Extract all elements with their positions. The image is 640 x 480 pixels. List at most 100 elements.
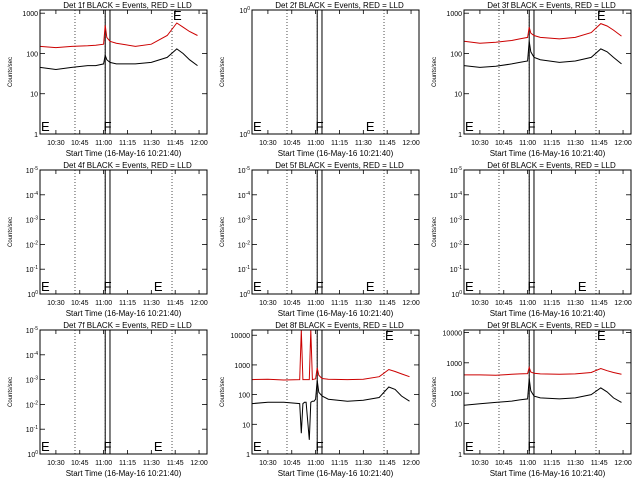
y-tick-label: 1 xyxy=(458,452,462,459)
series-line-events xyxy=(464,41,622,68)
y-tick-label: 100 xyxy=(450,51,462,58)
y-tick-label: 100 xyxy=(26,51,38,58)
x-tick-label: 10:45 xyxy=(495,300,513,307)
x-tick-label: 11:45 xyxy=(167,140,184,147)
y-tick-label: 1000 xyxy=(22,11,38,18)
chart-panel-9: Det 9f BLACK = Events, RED = LLD Counts/s… xyxy=(432,321,632,478)
series-line-lld xyxy=(464,365,622,376)
e-marker-label: E xyxy=(465,439,474,454)
y-tick-label: 10 xyxy=(454,422,462,429)
x-tick-label: 11:30 xyxy=(355,460,372,467)
y-tick-label: 100 xyxy=(239,6,250,15)
y-axis-label: Counts/sec xyxy=(220,217,226,247)
y-tick-label: 10-2 xyxy=(450,240,462,249)
y-tick-label: 100 xyxy=(27,290,38,299)
e-marker-label: E xyxy=(597,8,606,23)
x-tick-label: 12:00 xyxy=(402,460,420,467)
x-tick-label: 11:45 xyxy=(591,300,608,307)
x-tick-label: 10:45 xyxy=(495,140,513,147)
e-marker-label: E xyxy=(41,279,50,294)
flare-marker-label: F xyxy=(104,279,112,294)
x-tick-label: 10:30 xyxy=(259,460,277,467)
x-tick-label: 11:45 xyxy=(591,460,608,467)
flare-marker-label: F xyxy=(316,119,324,134)
x-tick-label: 11:00 xyxy=(307,140,324,147)
y-axis-label: Counts/sec xyxy=(432,217,438,247)
y-axis-label: Counts/sec xyxy=(432,377,438,407)
y-tick-label: 10-3 xyxy=(26,376,38,385)
panel-title: Det 2f BLACK = Events, RED = LLD xyxy=(275,1,404,10)
plot-frame xyxy=(463,9,632,135)
x-tick-label: 10:45 xyxy=(495,460,513,467)
y-tick-label: 1 xyxy=(458,132,462,139)
x-tick-label: 11:00 xyxy=(519,140,536,147)
x-tick-label: 11:30 xyxy=(567,300,584,307)
plot-frame xyxy=(463,329,632,455)
y-tick-label: 10-2 xyxy=(26,400,38,409)
y-tick-label: 10-3 xyxy=(26,216,38,225)
y-tick-label: 10-3 xyxy=(450,216,462,225)
y-tick-label: 10000 xyxy=(231,333,251,340)
flare-marker-label: F xyxy=(528,119,536,134)
series-line-events xyxy=(464,378,622,406)
y-axis-label: Counts/sec xyxy=(8,57,14,87)
flare-marker-label: F xyxy=(528,279,536,294)
y-tick-label: 10-4 xyxy=(26,351,38,360)
chart-panel-6: Det 6f BLACK = Events, RED = LLD Counts/s… xyxy=(432,161,632,318)
x-tick-label: 12:00 xyxy=(614,460,632,467)
chart-panel-7: Det 7f BLACK = Events, RED = LLD Counts/s… xyxy=(8,321,208,478)
x-tick-label: 11:15 xyxy=(331,140,348,147)
y-tick-label: 100 xyxy=(239,290,250,299)
y-tick-label: 10-1 xyxy=(26,425,38,434)
plot-frame xyxy=(251,9,420,135)
panel-title: Det 9f BLACK = Events, RED = LLD xyxy=(487,321,616,330)
x-tick-label: 11:15 xyxy=(119,140,136,147)
x-tick-label: 11:15 xyxy=(543,460,560,467)
y-tick-label: 100 xyxy=(238,393,250,400)
y-tick-label: 100 xyxy=(451,290,462,299)
y-tick-label: 10-4 xyxy=(26,191,38,200)
e-marker-label: E xyxy=(366,279,375,294)
y-tick-label: 10 xyxy=(242,422,250,429)
chart-panel-4: Det 4f BLACK = Events, RED = LLD Counts/s… xyxy=(8,161,208,318)
chart-panel-5: Det 5f BLACK = Events, RED = LLD Counts/s… xyxy=(220,161,420,318)
x-tick-label: 11:15 xyxy=(331,300,348,307)
y-tick-label: 1 xyxy=(246,452,250,459)
y-tick-label: 10-4 xyxy=(450,191,462,200)
x-tick-label: 10:30 xyxy=(471,460,489,467)
flare-marker-label: F xyxy=(528,439,536,454)
plot-frame xyxy=(39,329,208,455)
y-tick-label: 100 xyxy=(239,130,250,139)
e-marker-label: E xyxy=(253,119,262,134)
y-tick-label: 10-3 xyxy=(238,216,250,225)
y-axis-label: Counts/sec xyxy=(8,217,14,247)
x-axis-title: Start Time (16-May-16 10:21:40) xyxy=(490,469,606,478)
y-tick-label: 10-1 xyxy=(450,265,462,274)
x-axis-title: Start Time (16-May-16 10:21:40) xyxy=(66,309,182,318)
x-tick-label: 11:45 xyxy=(167,300,184,307)
series-line-lld xyxy=(40,22,198,49)
y-tick-label: 10-5 xyxy=(450,166,462,175)
x-axis-title: Start Time (16-May-16 10:21:40) xyxy=(66,469,182,478)
y-tick-label: 10000 xyxy=(443,330,463,337)
y-tick-label: 100 xyxy=(450,391,462,398)
y-axis-label: Counts/sec xyxy=(432,57,438,87)
x-tick-label: 12:00 xyxy=(190,300,208,307)
e-marker-label: E xyxy=(578,279,587,294)
e-marker-label: E xyxy=(465,119,474,134)
plot-frame xyxy=(251,169,420,295)
e-marker-label: E xyxy=(253,279,262,294)
x-tick-label: 10:45 xyxy=(71,300,89,307)
x-tick-label: 12:00 xyxy=(190,140,208,147)
x-tick-label: 11:45 xyxy=(379,460,396,467)
y-tick-label: 1000 xyxy=(446,361,462,368)
x-tick-label: 11:45 xyxy=(379,140,396,147)
x-tick-label: 11:30 xyxy=(355,300,372,307)
x-axis-title: Start Time (16-May-16 10:21:40) xyxy=(490,149,606,158)
x-tick-label: 10:45 xyxy=(71,460,89,467)
panel-title: Det 5f BLACK = Events, RED = LLD xyxy=(275,161,404,170)
y-tick-label: 10-5 xyxy=(26,326,38,335)
plot-frame xyxy=(39,169,208,295)
y-tick-label: 10 xyxy=(30,92,38,99)
